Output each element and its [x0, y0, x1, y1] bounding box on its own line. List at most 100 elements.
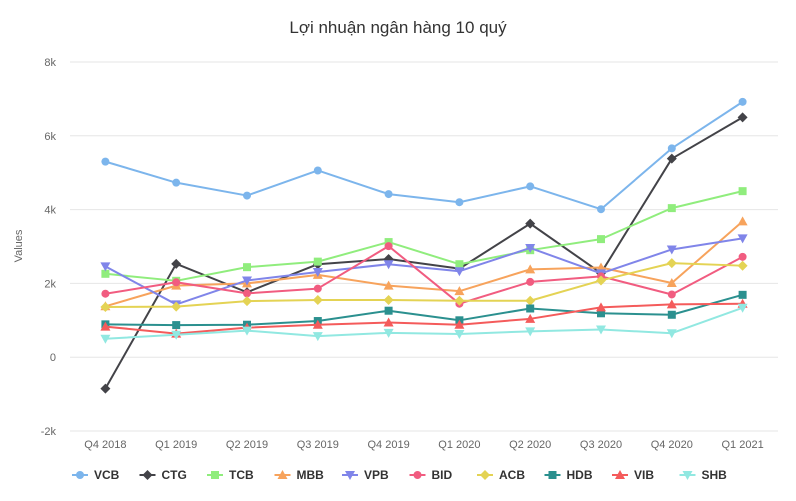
data-point-acb[interactable]	[100, 302, 111, 313]
data-point-bid[interactable]	[101, 289, 110, 298]
data-point-acb[interactable]	[525, 295, 536, 306]
series-line-shb[interactable]	[105, 306, 743, 340]
data-point-tcb[interactable]	[243, 263, 251, 272]
data-point-mbb[interactable]	[737, 216, 748, 226]
data-point-bid[interactable]	[243, 289, 251, 298]
legend-item-bid[interactable]: BID	[409, 468, 453, 482]
data-point-vcb[interactable]	[455, 198, 464, 207]
data-point-hdb[interactable]	[384, 306, 393, 315]
data-point-bid[interactable]	[313, 284, 322, 293]
series-line-ctg[interactable]	[104, 116, 744, 390]
data-point-mbb[interactable]	[666, 278, 677, 288]
data-point-ctg[interactable]	[666, 153, 677, 164]
data-point-hdb[interactable]	[526, 304, 535, 313]
data-point-acb[interactable]	[171, 301, 182, 312]
series-line-vpb[interactable]	[104, 237, 743, 306]
data-point-shb[interactable]	[666, 329, 677, 339]
data-point-bid[interactable]	[526, 277, 535, 286]
data-point-vib[interactable]	[525, 313, 536, 323]
data-point-vcb[interactable]	[172, 178, 181, 187]
legend-item-shb[interactable]: SHB	[679, 468, 728, 482]
data-point-hdb[interactable]	[597, 309, 605, 318]
data-point-shb[interactable]	[383, 328, 394, 338]
data-point-tcb[interactable]	[667, 204, 676, 213]
data-point-vib[interactable]	[100, 321, 111, 331]
data-point-shb[interactable]	[100, 334, 111, 344]
legend-item-vib[interactable]: VIB	[612, 468, 654, 482]
legend-item-vcb[interactable]: VCB	[72, 468, 120, 482]
legend-item-vpb[interactable]: VPB	[342, 468, 389, 482]
data-point-shb[interactable]	[171, 330, 182, 340]
data-point-vpb[interactable]	[737, 234, 748, 244]
data-point-vpb[interactable]	[525, 243, 536, 253]
data-point-tcb[interactable]	[384, 238, 393, 247]
x-tick-label: Q4 2018	[84, 439, 126, 451]
data-point-tcb[interactable]	[738, 187, 747, 196]
data-point-hdb[interactable]	[738, 290, 747, 299]
series-line-vib[interactable]	[105, 302, 743, 335]
series-line-bid[interactable]	[105, 245, 744, 305]
data-point-shb[interactable]	[525, 327, 536, 337]
data-point-acb[interactable]	[666, 258, 677, 269]
data-point-ctg[interactable]	[737, 112, 748, 123]
data-point-vib[interactable]	[596, 302, 606, 312]
data-point-vpb[interactable]	[454, 267, 465, 277]
data-point-shb[interactable]	[242, 326, 252, 336]
data-point-mbb[interactable]	[525, 264, 536, 274]
data-point-shb[interactable]	[737, 303, 748, 313]
data-point-tcb[interactable]	[597, 235, 605, 244]
legend-label: BID	[432, 468, 453, 482]
data-point-vpb[interactable]	[242, 276, 252, 286]
data-point-vib[interactable]	[312, 319, 323, 329]
series-line-tcb[interactable]	[105, 190, 743, 282]
data-point-vpb[interactable]	[666, 245, 677, 255]
data-point-vcb[interactable]	[313, 166, 322, 175]
data-point-vcb[interactable]	[384, 190, 393, 199]
data-point-acb[interactable]	[312, 295, 323, 306]
data-point-tcb[interactable]	[101, 269, 110, 278]
data-point-acb[interactable]	[596, 275, 606, 286]
series-line-vcb[interactable]	[105, 101, 744, 211]
data-point-vib[interactable]	[454, 319, 465, 329]
data-point-tcb[interactable]	[455, 260, 464, 269]
data-point-ctg[interactable]	[171, 258, 182, 269]
data-point-hdb[interactable]	[667, 310, 676, 319]
data-point-shb[interactable]	[312, 332, 323, 342]
data-point-vcb[interactable]	[738, 97, 747, 106]
data-point-bid[interactable]	[384, 242, 393, 251]
series-line-mbb[interactable]	[105, 220, 744, 308]
data-point-acb[interactable]	[383, 295, 394, 306]
data-point-acb[interactable]	[737, 260, 748, 271]
data-point-mbb[interactable]	[383, 280, 394, 290]
data-point-vib[interactable]	[666, 299, 677, 309]
data-point-mbb[interactable]	[596, 262, 606, 272]
data-point-vcb[interactable]	[597, 205, 605, 214]
data-point-hdb[interactable]	[172, 321, 181, 330]
legend-item-hdb[interactable]: HDB	[544, 468, 593, 482]
data-point-bid[interactable]	[667, 290, 676, 299]
data-point-acb[interactable]	[242, 296, 252, 307]
data-point-mbb[interactable]	[454, 286, 465, 296]
data-point-bid[interactable]	[738, 252, 747, 261]
legend-item-ctg[interactable]: CTG	[139, 468, 187, 482]
data-point-bid[interactable]	[172, 278, 181, 287]
series-line-hdb[interactable]	[105, 293, 743, 327]
data-point-ctg[interactable]	[100, 383, 111, 394]
data-point-vcb[interactable]	[667, 144, 676, 153]
data-point-shb[interactable]	[454, 329, 465, 339]
data-point-vcb[interactable]	[243, 191, 251, 200]
legend-item-acb[interactable]: ACB	[477, 468, 525, 482]
data-point-vcb[interactable]	[526, 182, 535, 191]
data-point-shb[interactable]	[596, 325, 606, 335]
data-point-tcb[interactable]	[313, 257, 322, 266]
data-point-vpb[interactable]	[312, 267, 323, 277]
data-point-vcb[interactable]	[101, 157, 110, 166]
data-point-ctg[interactable]	[525, 218, 536, 229]
legend-item-tcb[interactable]: TCB	[207, 468, 254, 482]
series-line-acb[interactable]	[105, 262, 743, 309]
legend-item-mbb[interactable]: MBB	[274, 468, 325, 482]
data-point-vpb[interactable]	[383, 260, 394, 270]
data-point-vib[interactable]	[383, 317, 394, 327]
data-point-vpb[interactable]	[100, 262, 111, 272]
data-point-acb[interactable]	[454, 295, 465, 306]
